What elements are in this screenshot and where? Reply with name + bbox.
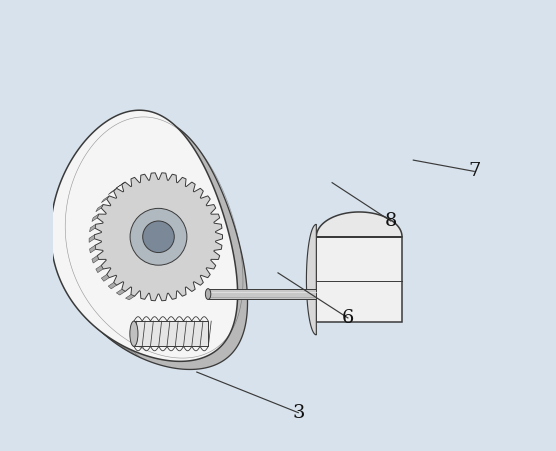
Polygon shape (126, 295, 135, 300)
Polygon shape (108, 282, 117, 289)
Polygon shape (116, 182, 125, 188)
Polygon shape (92, 256, 98, 263)
Text: 6: 6 (342, 309, 354, 327)
Circle shape (130, 208, 187, 265)
Polygon shape (90, 224, 96, 232)
Polygon shape (90, 245, 96, 253)
Text: 8: 8 (385, 212, 397, 230)
Ellipse shape (205, 289, 211, 299)
Ellipse shape (130, 321, 138, 346)
Polygon shape (101, 275, 109, 281)
Polygon shape (92, 214, 98, 221)
Polygon shape (101, 196, 109, 202)
Polygon shape (316, 212, 402, 237)
Polygon shape (95, 173, 222, 301)
Bar (316, 237, 402, 322)
Polygon shape (306, 225, 316, 335)
Bar (208, 289, 316, 299)
Polygon shape (96, 205, 103, 212)
Polygon shape (51, 110, 237, 361)
Polygon shape (96, 266, 103, 272)
Polygon shape (116, 289, 125, 295)
Polygon shape (89, 235, 95, 242)
Polygon shape (61, 118, 247, 369)
Text: 3: 3 (292, 404, 305, 422)
Polygon shape (108, 189, 117, 195)
Circle shape (143, 221, 174, 253)
Bar (134, 321, 208, 346)
Text: 7: 7 (468, 162, 480, 180)
